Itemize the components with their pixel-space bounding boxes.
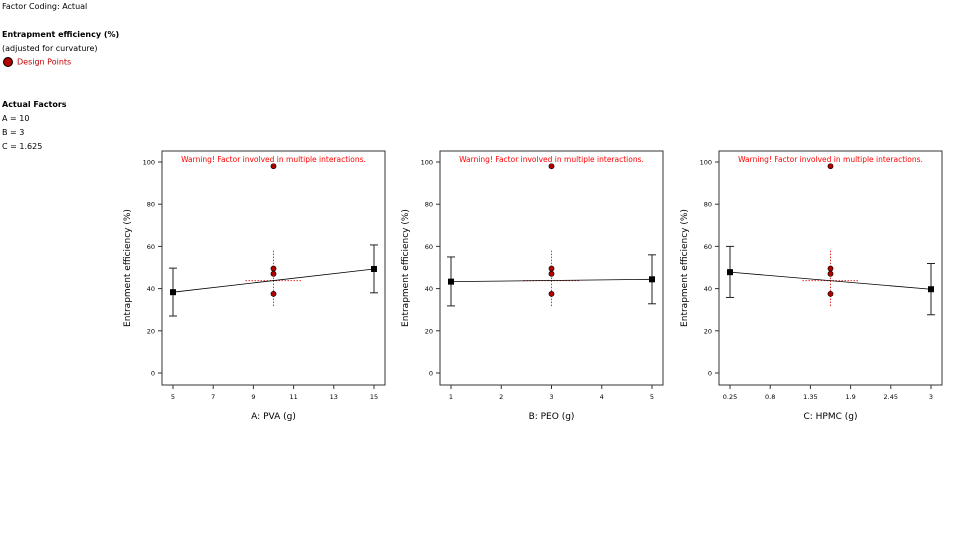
x-tick-label: 9: [251, 393, 255, 401]
factor-coding: Factor Coding: Actual: [2, 2, 88, 11]
warning-text: Warning! Factor involved in multiple int…: [459, 155, 644, 164]
y-tick-label: 40: [704, 285, 712, 293]
y-tick-label: 100: [421, 159, 433, 167]
design-point: [548, 290, 555, 297]
y-tick-label: 60: [147, 243, 155, 251]
x-axis-label: C: HPMC (g): [803, 412, 857, 422]
effect-line: [450, 278, 653, 283]
y-tick-label: 80: [425, 201, 433, 209]
x-tick-label: 2: [499, 393, 503, 401]
y-tick-label: 0: [708, 370, 712, 378]
x-tick-label: 15: [370, 393, 378, 401]
x-tick-label: 1.35: [803, 393, 817, 401]
x-axis-label: A: PVA (g): [251, 412, 296, 422]
y-axis-label: Entrapment efficiency (%): [680, 209, 690, 327]
x-tick-label: 13: [330, 393, 338, 401]
x-tick-label: 3: [549, 393, 553, 401]
effect-point: [170, 289, 176, 296]
y-tick-label: 20: [147, 327, 155, 335]
y-tick-label: 100: [143, 159, 155, 167]
legend-design-points: Design Points: [0, 57, 71, 67]
y-tick-label: 100: [700, 159, 712, 167]
x-tick-label: 7: [211, 393, 215, 401]
actual-factors-title: Actual Factors: [2, 100, 67, 109]
x-tick-label: 1.9: [845, 393, 855, 401]
effect-point: [649, 276, 655, 283]
legend-label: Design Points: [17, 57, 72, 67]
effect-point: [727, 269, 733, 276]
design-point: [827, 163, 834, 170]
factor-b: B = 3: [2, 128, 25, 137]
warning-text: Warning! Factor involved in multiple int…: [181, 155, 366, 164]
effect-point: [928, 286, 934, 293]
effect-line: [729, 271, 932, 290]
x-tick-label: 0.8: [765, 393, 775, 401]
design-point: [827, 270, 834, 277]
factor-a: A = 10: [2, 114, 30, 123]
design-point: [270, 290, 277, 297]
x-tick-label: 2.45: [884, 393, 898, 401]
response-note: (adjusted for curvature): [2, 44, 98, 53]
y-tick-label: 20: [704, 327, 712, 335]
chart-3: Warning! Factor involved in multiple int…: [680, 150, 943, 422]
x-tick-label: 3: [929, 393, 933, 401]
design-point: [827, 290, 834, 297]
design-point: [270, 270, 277, 277]
x-tick-label: 4: [600, 393, 604, 401]
effect-line: [172, 268, 375, 293]
response-title: Entrapment efficiency (%): [2, 30, 120, 39]
x-tick-label: 0.25: [723, 393, 737, 401]
chart-1: Warning! Factor involved in multiple int…: [123, 150, 386, 422]
x-axis-label: B: PEO (g): [529, 412, 575, 422]
plot-frame: [718, 150, 943, 386]
y-tick-label: 20: [425, 327, 433, 335]
x-tick-label: 5: [650, 393, 654, 401]
plot-frame: [161, 150, 386, 386]
warning-text: Warning! Factor involved in multiple int…: [738, 155, 923, 164]
y-tick-label: 0: [429, 370, 433, 378]
design-point-icon: [3, 57, 13, 67]
x-tick-label: 5: [171, 393, 175, 401]
design-point: [270, 163, 277, 170]
chart-2: Warning! Factor involved in multiple int…: [401, 150, 664, 422]
design-point: [270, 265, 277, 272]
design-point: [548, 163, 555, 170]
effect-point: [448, 278, 454, 285]
x-tick-label: 1: [449, 393, 453, 401]
y-tick-label: 40: [425, 285, 433, 293]
y-tick-label: 80: [147, 201, 155, 209]
factor-c: C = 1.625: [2, 142, 43, 151]
y-axis-label: Entrapment efficiency (%): [123, 209, 133, 327]
y-axis-label: Entrapment efficiency (%): [401, 209, 411, 327]
y-tick-label: 0: [151, 370, 155, 378]
design-point: [548, 270, 555, 277]
y-tick-label: 80: [704, 201, 712, 209]
y-tick-label: 60: [425, 243, 433, 251]
effect-point: [371, 265, 377, 272]
design-point: [548, 265, 555, 272]
x-tick-label: 11: [289, 393, 297, 401]
design-point: [827, 265, 834, 272]
y-tick-label: 60: [704, 243, 712, 251]
y-tick-label: 40: [147, 285, 155, 293]
